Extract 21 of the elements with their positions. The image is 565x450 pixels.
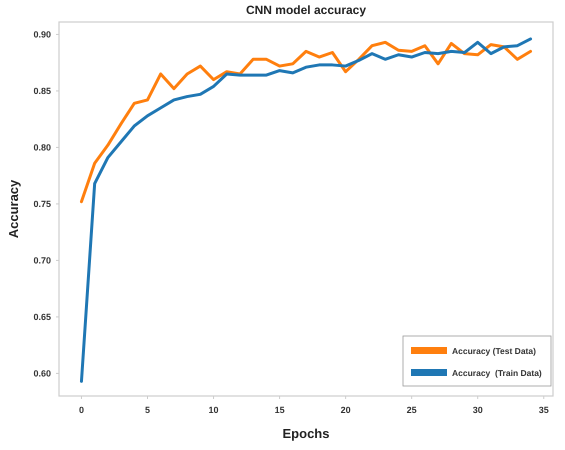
- x-tick-label: 25: [406, 405, 417, 415]
- legend-label: Accuracy (Test Data): [452, 346, 536, 356]
- x-tick-label: 0: [78, 405, 84, 415]
- x-tick-label: 30: [472, 405, 483, 415]
- y-tick-label: 0.75: [33, 199, 51, 210]
- chart-title: CNN model accuracy: [246, 3, 366, 17]
- y-tick-label: 0.65: [33, 312, 51, 322]
- x-tick-label: 35: [538, 405, 549, 415]
- x-axis-title: Epochs: [282, 426, 330, 441]
- y-axis-title: Accuracy: [6, 178, 21, 238]
- x-tick-label: 10: [208, 405, 219, 415]
- y-tick-label: 0.85: [33, 86, 51, 96]
- x-tick-label: 5: [144, 405, 150, 415]
- legend-label: Accuracy (Train Data): [452, 368, 542, 378]
- x-tick-label: 20: [340, 405, 351, 415]
- y-tick-label: 0.90: [33, 30, 51, 40]
- line-series: [80, 40, 532, 204]
- y-tick-label: 0.60: [33, 368, 51, 379]
- x-tick-label: 15: [274, 405, 285, 415]
- y-tick-label: 0.70: [33, 256, 51, 266]
- y-tick-label: 0.80: [33, 142, 51, 153]
